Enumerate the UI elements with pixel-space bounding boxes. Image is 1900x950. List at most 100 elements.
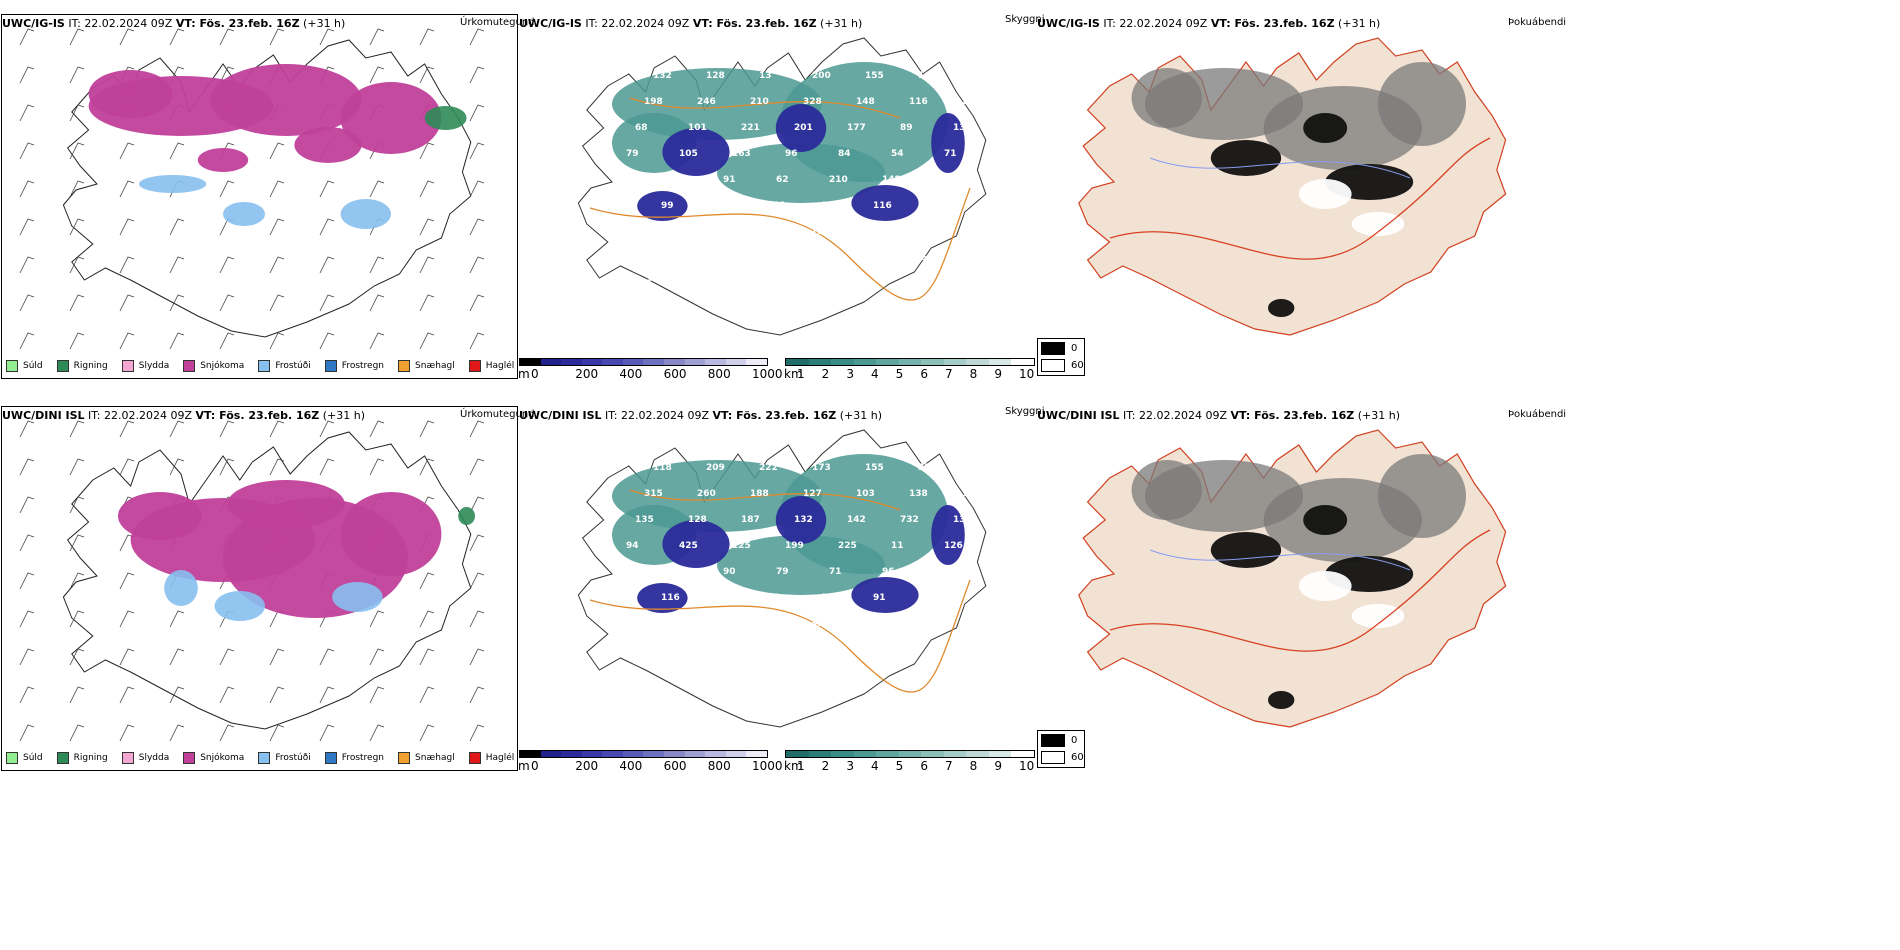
wind-barb [69, 420, 85, 438]
scale-tick: 400 [619, 367, 643, 381]
scale-tick: 5 [895, 367, 904, 381]
wind-barb [369, 686, 385, 704]
wind-barb [419, 610, 435, 628]
init-time: IT: 22.02.2024 09Z [84, 409, 196, 422]
snow-depth-label: 83 [652, 227, 665, 237]
precip-area [1351, 604, 1405, 628]
scale-tick: 200 [575, 367, 599, 381]
snow-depth-label: 59 [961, 253, 974, 263]
snow-depth-label: 132 [653, 71, 672, 81]
snow-depth-label: 163 [732, 149, 751, 159]
legend-label: Frostregn [341, 361, 385, 371]
snow-depth-label: 201 [794, 123, 813, 133]
wind-barb [19, 142, 35, 160]
snow-depth-label: 43 [820, 201, 833, 211]
wind-barb [19, 28, 35, 46]
precip-area [1268, 299, 1295, 317]
precip-area [775, 104, 827, 152]
wind-barb [269, 724, 285, 742]
legend-label: Súld [23, 361, 43, 371]
snow-depth-label: 127 [803, 489, 822, 499]
wind-barb [319, 648, 335, 666]
snow-depth-label: 263 [608, 201, 627, 211]
wind-barb [319, 180, 335, 198]
snow-depth-label: 99 [661, 201, 674, 211]
wind-barb [69, 458, 85, 476]
precip-area [1303, 113, 1348, 143]
panel-header: UWC/IG-IS IT: 22.02.2024 09Z VT: Fös. 23… [2, 17, 345, 30]
legend-label: Frostúði [275, 753, 311, 763]
wind-barb [19, 104, 35, 122]
wind-barb [219, 458, 235, 476]
model-name: UWC/DINI ISL [1037, 409, 1120, 422]
legend-swatch [324, 752, 337, 764]
snow-depth-label: 107 [935, 175, 954, 185]
wind-barb [19, 256, 35, 274]
scale-tick: 1 [797, 759, 805, 773]
precip-area [717, 143, 885, 203]
scale-unit: km [784, 759, 803, 773]
scale-tick: 10 [1019, 367, 1035, 381]
snow-depth-label: 177 [847, 123, 866, 133]
wind-barb [369, 332, 385, 350]
precip-area [775, 496, 827, 544]
snow-depth-label: 200 [812, 71, 831, 81]
precip-area [1378, 454, 1466, 538]
precip-area [340, 82, 442, 154]
scale-tick: 3 [846, 759, 854, 773]
wind-barb [19, 724, 35, 742]
scale-tick: 2 [821, 759, 830, 773]
scale-tick: 1000 [752, 759, 783, 773]
precip-area [88, 70, 173, 118]
legend-swatch [324, 360, 337, 372]
wind-barb [469, 534, 485, 552]
wind-barb [119, 180, 135, 198]
fog-index-title: Þokuábendi [1508, 17, 1567, 28]
wind-barb [19, 420, 35, 438]
snow-depth-label: 150 [670, 175, 689, 185]
legend-swatch [183, 752, 196, 764]
scale-tick: 7 [945, 759, 953, 773]
wind-barb [419, 256, 435, 274]
snow-depth-label: 85 [926, 201, 939, 211]
wind-barb [419, 142, 435, 160]
snow-depth-label: 70 [687, 279, 700, 289]
snow-depth-label: 116 [661, 593, 680, 603]
wind-barb [469, 66, 485, 84]
snow-depth-label: 254 [962, 97, 981, 107]
snow-depth-label: 50 [749, 645, 762, 655]
wind-barb [269, 686, 285, 704]
wind-barb [119, 28, 135, 46]
precip-area [1298, 571, 1352, 601]
legend-swatch [398, 360, 411, 372]
wind-barb [169, 294, 185, 312]
legend-item: Súld [6, 360, 43, 372]
precip-area [1131, 68, 1203, 128]
precip-area [717, 535, 885, 595]
scale-tick: 9 [994, 759, 1002, 773]
wind-barb [119, 648, 135, 666]
valid-time: VT: Fös. 23.feb. 16Z [1230, 409, 1355, 422]
snow-depth-label: 188 [750, 489, 769, 499]
scale-tick: 600 [663, 367, 687, 381]
snow-depth-label: 60 [652, 619, 665, 629]
wind-barb [419, 294, 435, 312]
scale-tick: 6 [920, 759, 928, 773]
wind-barb [419, 648, 435, 666]
lead-time: (+31 h) [1354, 409, 1401, 422]
wind-barb [419, 218, 435, 236]
wind-barb [469, 28, 485, 46]
model-name: UWC/IG-IS [519, 17, 582, 30]
snow-depth-label: 35 [758, 227, 771, 237]
wind-barb [19, 218, 35, 236]
precip-area [1303, 505, 1348, 535]
wind-barb [469, 218, 485, 236]
wind-barb [169, 420, 185, 438]
wind-barb [319, 256, 335, 274]
wind-barb [419, 66, 435, 84]
wind-barb [219, 66, 235, 84]
legend-item: Snjókoma [183, 752, 244, 764]
snow-depth-label: 71 [705, 227, 718, 237]
wind-barb [369, 256, 385, 274]
snow-depth-label: 85 [802, 645, 815, 655]
